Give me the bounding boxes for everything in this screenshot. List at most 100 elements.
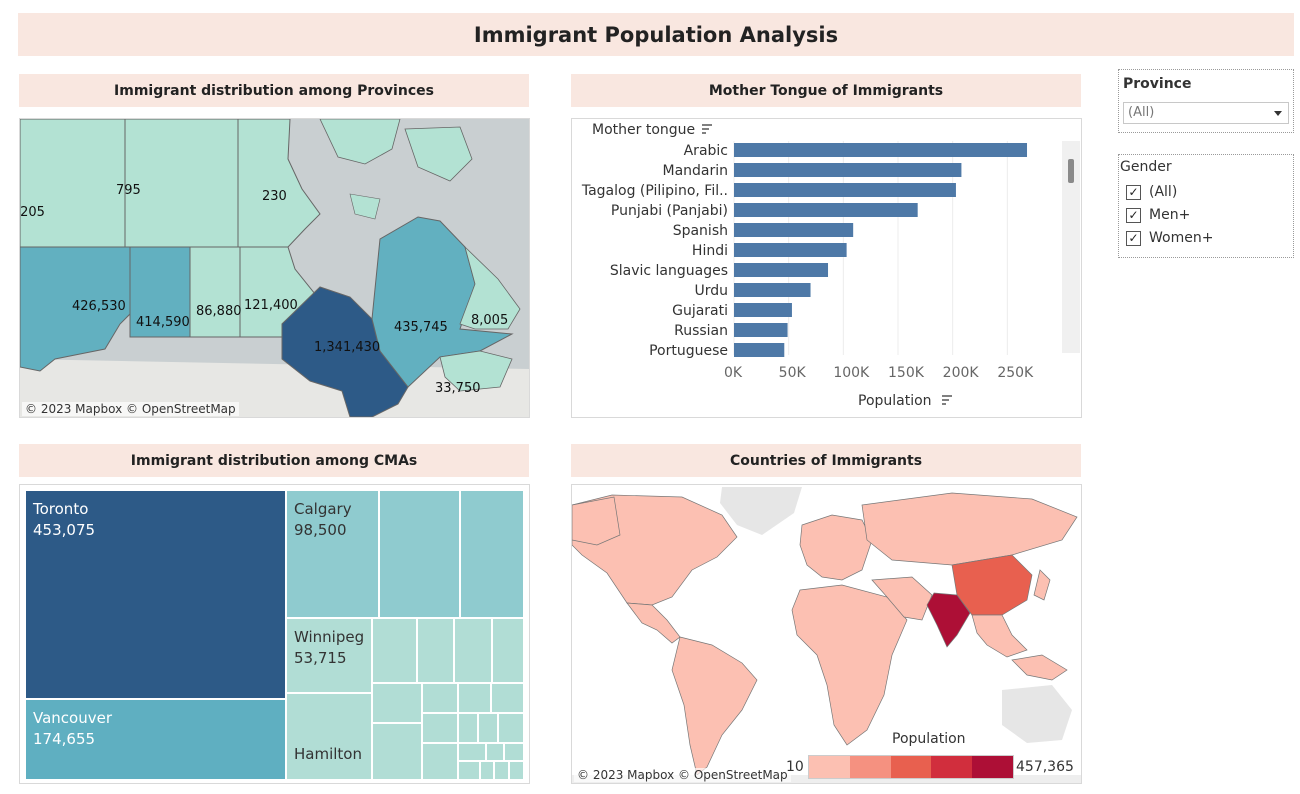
- treemap-cell[interactable]: [379, 490, 460, 618]
- chart-scrollbar-track[interactable]: [1062, 141, 1080, 353]
- treemap-cell[interactable]: [458, 713, 478, 743]
- tongue-chart-svg: Mother tongue Arabic Mandarin Tagalog (Pil…: [581, 122, 1080, 409]
- map-copyright: © 2023 Mapbox © OpenStreetMap: [22, 402, 239, 416]
- legend-min: 10: [786, 759, 804, 775]
- treemap-label-vancouver: Vancouver 174,655: [33, 709, 112, 748]
- treemap-cell[interactable]: [480, 761, 494, 780]
- world-map-copyright: © 2023 Mapbox © OpenStreetMap: [574, 768, 791, 782]
- gender-option-women[interactable]: ✓ Women+: [1126, 230, 1213, 246]
- treemap-label-hamilton: Hamilton: [294, 745, 362, 763]
- treemap-cell[interactable]: [460, 490, 524, 618]
- treemap-cell[interactable]: [417, 618, 454, 683]
- category-label: Arabic: [684, 143, 728, 159]
- category-label: Slavic languages: [610, 263, 728, 279]
- category-label: Mandarin: [662, 163, 728, 179]
- province-filter-title: Province: [1123, 76, 1192, 92]
- legend-swatch: [849, 756, 891, 778]
- category-label: Russian: [674, 323, 728, 339]
- provinces-map-svg: ,205 795 230 426,530 414,590 86,880 121,…: [20, 119, 529, 417]
- legend-max: 457,365: [1016, 759, 1074, 775]
- treemap-cell[interactable]: [498, 713, 524, 743]
- bar[interactable]: [734, 263, 829, 277]
- province-dropdown[interactable]: (All): [1123, 102, 1289, 124]
- x-tick-label: 200K: [943, 365, 980, 381]
- legend-color-ramp: [808, 755, 1014, 779]
- label-yukon: ,205: [20, 205, 45, 220]
- label-bc: 426,530: [72, 299, 126, 314]
- x-tick-label: 150K: [888, 365, 925, 381]
- x-tick-label: 100K: [833, 365, 870, 381]
- label-maritimes: 33,750: [435, 381, 481, 396]
- gender-option-men[interactable]: ✓ Men+: [1126, 207, 1190, 223]
- treemap-cell[interactable]: [458, 761, 480, 780]
- category-label: Punjabi (Panjabi): [611, 203, 728, 219]
- bar[interactable]: [734, 203, 918, 217]
- bar[interactable]: [734, 283, 811, 297]
- province-dropdown-value: (All): [1128, 105, 1155, 120]
- treemap-cell[interactable]: [422, 683, 458, 713]
- treemap-cell[interactable]: [372, 723, 422, 780]
- treemap-cell[interactable]: [422, 743, 458, 780]
- bar[interactable]: [734, 143, 1028, 157]
- treemap-label-winnipeg: Winnipeg 53,715: [294, 628, 365, 667]
- legend-swatch: [972, 756, 1013, 778]
- checkbox-checked-icon[interactable]: ✓: [1126, 230, 1141, 246]
- bar[interactable]: [734, 163, 962, 177]
- treemap-cell[interactable]: [504, 743, 524, 761]
- province-filter: Province (All): [1118, 69, 1294, 133]
- category-label: Gujarati: [672, 303, 728, 319]
- treemap-cell[interactable]: [478, 713, 498, 743]
- treemap-cell-hamilton[interactable]: Hamilton: [286, 693, 372, 780]
- label-ontario: 1,341,430: [314, 340, 380, 355]
- treemap-cell[interactable]: [491, 683, 524, 713]
- treemap-cell[interactable]: [509, 761, 524, 780]
- legend-swatch: [890, 756, 932, 778]
- category-label: Spanish: [673, 223, 728, 239]
- treemap-cell[interactable]: [454, 618, 492, 683]
- treemap-cell-toronto[interactable]: Toronto 453,075: [25, 490, 286, 699]
- treemap-cell[interactable]: [372, 618, 417, 683]
- label-quebec: 435,745: [394, 320, 448, 335]
- treemap-label-toronto: Toronto 453,075: [33, 500, 96, 539]
- treemap-cell[interactable]: [492, 618, 524, 683]
- sort-icon[interactable]: [942, 395, 952, 405]
- bar[interactable]: [734, 303, 792, 317]
- x-tick-label: 0K: [724, 365, 743, 381]
- sort-descending-icon[interactable]: [702, 124, 712, 134]
- checkbox-checked-icon[interactable]: ✓: [1126, 184, 1141, 200]
- treemap-cell[interactable]: [422, 713, 458, 743]
- chevron-down-icon: [1274, 111, 1282, 116]
- chart-scrollbar-thumb[interactable]: [1068, 159, 1074, 183]
- treemap-cell[interactable]: [458, 683, 491, 713]
- bar[interactable]: [734, 323, 788, 337]
- tongue-chart-title: Mother Tongue of Immigrants: [571, 74, 1081, 107]
- treemap-cell-winnipeg[interactable]: Winnipeg 53,715: [286, 618, 372, 693]
- provinces-map[interactable]: ,205 795 230 426,530 414,590 86,880 121,…: [19, 118, 530, 418]
- tongue-chart[interactable]: Mother tongue Arabic Mandarin Tagalog (Pil…: [571, 118, 1082, 418]
- gender-option-all[interactable]: ✓ (All): [1126, 184, 1177, 200]
- treemap-cell[interactable]: [458, 743, 486, 761]
- legend-swatch: [809, 756, 850, 778]
- checkbox-checked-icon[interactable]: ✓: [1126, 207, 1141, 223]
- bar[interactable]: [734, 183, 956, 197]
- category-label: Portuguese: [649, 343, 728, 359]
- category-label: Tagalog (Pilipino, Fil..: [581, 183, 728, 199]
- x-tick-label: 250K: [997, 365, 1034, 381]
- bar[interactable]: [734, 243, 847, 257]
- x-axis-title: Population: [858, 393, 932, 409]
- gender-filter-title: Gender: [1120, 159, 1172, 175]
- bar[interactable]: [734, 343, 785, 357]
- treemap-cell[interactable]: [372, 683, 422, 723]
- treemap-cell-vancouver[interactable]: Vancouver 174,655: [25, 699, 286, 780]
- cma-treemap[interactable]: Toronto 453,075 Vancouver 174,655 Calgary 9…: [19, 484, 530, 784]
- label-saskatchewan: 86,880: [196, 304, 242, 319]
- provinces-map-title: Immigrant distribution among Provinces: [19, 74, 529, 107]
- treemap-cell[interactable]: [494, 761, 509, 780]
- label-nl: 8,005: [471, 313, 508, 328]
- bar[interactable]: [734, 223, 854, 237]
- label-nunavut: 230: [262, 189, 287, 204]
- treemap-cell-calgary[interactable]: Calgary 98,500: [286, 490, 379, 618]
- category-label: Urdu: [694, 283, 728, 299]
- treemap-cell[interactable]: [486, 743, 504, 761]
- countries-map[interactable]: © 2023 Mapbox © OpenStreetMap Population…: [571, 484, 1082, 784]
